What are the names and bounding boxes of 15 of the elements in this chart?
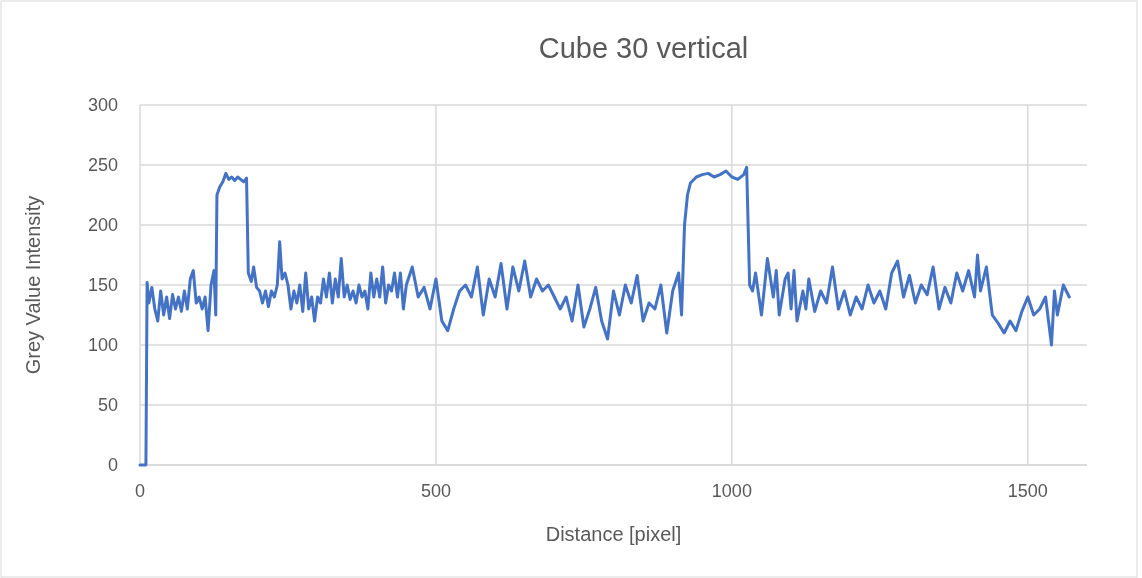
- y-tick-label: 50: [97, 395, 118, 416]
- x-axis-title: Distance [pixel]: [545, 523, 682, 545]
- y-tick-label: 100: [87, 335, 118, 356]
- x-tick-label: 0: [134, 481, 146, 501]
- x-tick-label: 1000: [711, 481, 752, 501]
- y-tick-label: 0: [107, 455, 118, 476]
- chart-title: Cube 30 vertical: [538, 32, 749, 64]
- y-tick-label: 250: [87, 155, 118, 176]
- line-series: [138, 165, 1071, 467]
- x-tick-label: 1500: [1007, 481, 1048, 501]
- x-tick-label: 500: [420, 481, 451, 501]
- y-tick-label: 200: [87, 215, 118, 236]
- y-axis-title: Grey Value Intensity: [22, 195, 44, 375]
- y-tick-label: 300: [87, 95, 118, 116]
- y-tick-label: 150: [87, 275, 118, 296]
